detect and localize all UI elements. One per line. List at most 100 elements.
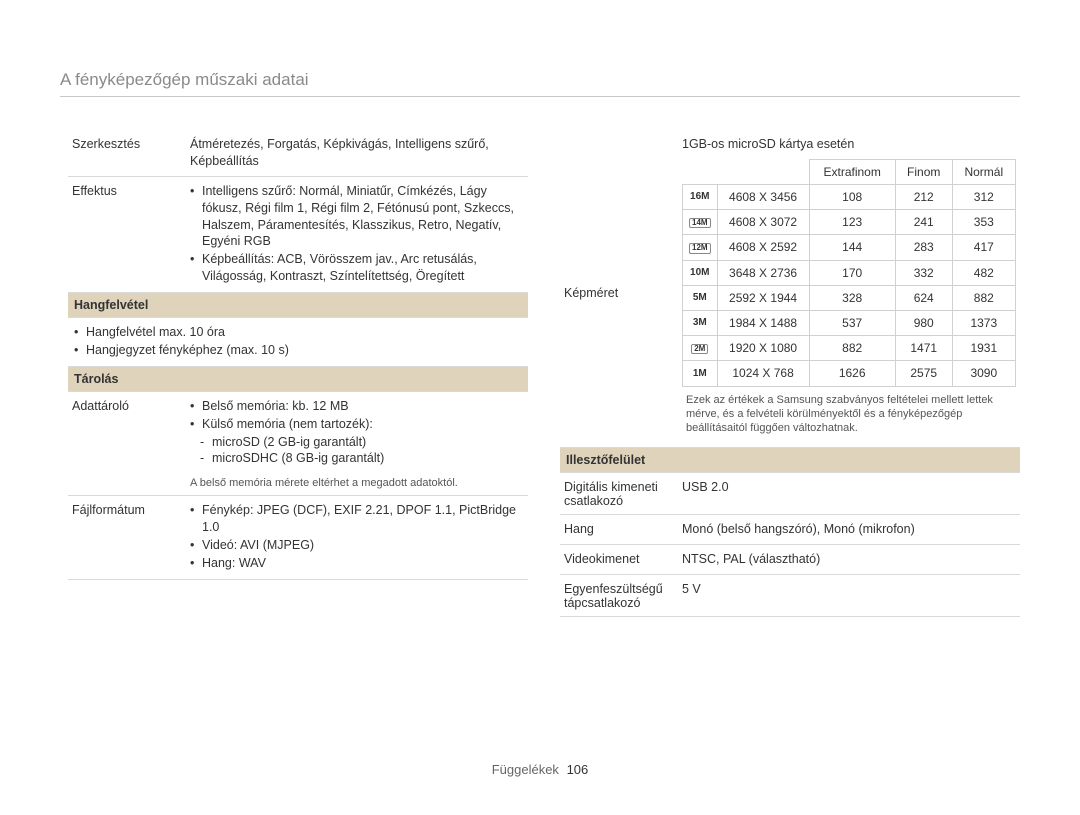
row-label: Digitális kimeneti csatlakozó [560,479,682,508]
spec-row-video: Videokimenet NTSC, PAL (választható) [560,545,1020,575]
row-value: Átméretezés, Forgatás, Képkivágás, Intel… [190,136,528,170]
data-cell: 108 [809,185,895,210]
data-cell: 1931 [952,336,1015,361]
bullet-item: Belső memória: kb. 12 MB [190,398,524,415]
size-icon: 14M [683,210,718,235]
left-column: Szerkesztés Átméretezés, Forgatás, Képki… [68,130,528,580]
row-label: Egyenfeszültségű tápcsatlakozó [560,581,682,610]
data-cell: 353 [952,210,1015,235]
right-column: Képméret 1GB-os microSD kártya esetén Ex… [560,130,1020,617]
row-value: Intelligens szűrő: Normál, Miniatűr, Cím… [190,183,528,286]
section-header-illesztofelulet: Illesztőfelület [560,448,1020,473]
data-cell: 283 [895,235,952,260]
bullet-item: Hang: WAV [190,555,524,572]
data-cell: 212 [895,185,952,210]
row-label: Effektus [68,183,190,286]
data-cell: 537 [809,311,895,336]
footnote-memory: A belső memória mérete eltérhet a megado… [68,473,528,496]
data-cell: 312 [952,185,1015,210]
row-value: USB 2.0 [682,479,1020,508]
row-label: Fájlformátum [68,502,190,573]
table-row: 10M3648 X 2736170332482 [683,260,1016,285]
table-row: 1M1024 X 768162625753090 [683,361,1016,386]
table-row: 5M2592 X 1944328624882 [683,285,1016,310]
size-icon: 1M [683,361,718,386]
size-icon: 3M [683,311,718,336]
table-caption: 1GB-os microSD kártya esetén [682,136,1016,153]
data-cell: 1626 [809,361,895,386]
data-cell: 170 [809,260,895,285]
bullet-item: Fénykép: JPEG (DCF), EXIF 2.21, DPOF 1.1… [190,502,524,536]
bullet-item: Képbeállítás: ACB, Vörösszem jav., Arc r… [190,251,524,285]
resolution-cell: 4608 X 3456 [717,185,809,210]
row-value: 1GB-os microSD kártya esetén Extrafinom … [682,136,1020,441]
resolution-cell: 3648 X 2736 [717,260,809,285]
section-header-hangfelvetel: Hangfelvétel [68,293,528,318]
data-cell: 482 [952,260,1015,285]
footnote-samsung: Ezek az értékek a Samsung szabványos fel… [682,387,1016,442]
spec-row-adattarolo: Adattároló Belső memória: kb. 12 MB Küls… [68,392,528,474]
table-row: 12M4608 X 2592144283417 [683,235,1016,260]
data-cell: 417 [952,235,1015,260]
data-cell: 624 [895,285,952,310]
dash-item: microSDHC (8 GB-ig garantált) [200,450,524,467]
size-icon: 10M [683,260,718,285]
dash-item: microSD (2 GB-ig garantált) [200,434,524,451]
row-label: Adattároló [68,398,190,468]
spec-row-szerkesztes: Szerkesztés Átméretezés, Forgatás, Képki… [68,130,528,177]
spec-row-power: Egyenfeszültségű tápcsatlakozó 5 V [560,575,1020,617]
col-header: Normál [952,159,1015,184]
spec-row-effektus: Effektus Intelligens szűrő: Normál, Mini… [68,177,528,293]
resolution-cell: 1920 X 1080 [717,336,809,361]
table-row: 3M1984 X 14885379801373 [683,311,1016,336]
resolution-cell: 4608 X 3072 [717,210,809,235]
row-value: Monó (belső hangszóró), Monó (mikrofon) [682,521,1020,538]
resolution-cell: 4608 X 2592 [717,235,809,260]
bullet-item: Külső memória (nem tartozék): [190,416,524,433]
spec-row-usb: Digitális kimeneti csatlakozó USB 2.0 [560,473,1020,515]
data-cell: 882 [809,336,895,361]
bullet-item: Hangfelvétel max. 10 óra [74,324,524,341]
size-icon: 16M [683,185,718,210]
row-value: NTSC, PAL (választható) [682,551,1020,568]
data-cell: 882 [952,285,1015,310]
data-cell: 1471 [895,336,952,361]
row-value: 5 V [682,581,1020,610]
data-cell: 332 [895,260,952,285]
size-icon: 2M [683,336,718,361]
table-row: 2M1920 X 108088214711931 [683,336,1016,361]
col-header: Extrafinom [809,159,895,184]
table-row: 14M4608 X 3072123241353 [683,210,1016,235]
data-cell: 328 [809,285,895,310]
row-label: Hang [560,521,682,538]
page-title: A fényképezőgép műszaki adatai [60,70,309,90]
data-cell: 241 [895,210,952,235]
size-icon: 12M [683,235,718,260]
page-number: 106 [567,762,589,777]
bullet-item: Intelligens szűrő: Normál, Miniatűr, Cím… [190,183,524,251]
page-footer: Függelékek 106 [0,762,1080,777]
row-label: Szerkesztés [68,136,190,170]
title-rule [60,96,1020,97]
spec-row-kepmeret: Képméret 1GB-os microSD kártya esetén Ex… [560,130,1020,448]
table-header-row: Extrafinom Finom Normál [683,159,1016,184]
data-cell: 144 [809,235,895,260]
spec-row-hang: Hang Monó (belső hangszóró), Monó (mikro… [560,515,1020,545]
section-header-tarolas: Tárolás [68,367,528,392]
bullet-item: Videó: AVI (MJPEG) [190,537,524,554]
spec-row-fajlformatum: Fájlformátum Fénykép: JPEG (DCF), EXIF 2… [68,496,528,580]
data-cell: 3090 [952,361,1015,386]
col-header: Finom [895,159,952,184]
row-label: Videokimenet [560,551,682,568]
data-cell: 2575 [895,361,952,386]
image-size-table: Extrafinom Finom Normál 16M4608 X 345610… [682,159,1016,387]
resolution-cell: 1984 X 1488 [717,311,809,336]
table-row: 16M4608 X 3456108212312 [683,185,1016,210]
row-value: Belső memória: kb. 12 MB Külső memória (… [190,398,528,468]
size-icon: 5M [683,285,718,310]
data-cell: 123 [809,210,895,235]
data-cell: 1373 [952,311,1015,336]
spec-row-hangfelvetel: Hangfelvétel max. 10 óra Hangjegyzet fén… [68,318,528,367]
bullet-item: Hangjegyzet fényképhez (max. 10 s) [74,342,524,359]
row-label: Képméret [560,136,682,300]
